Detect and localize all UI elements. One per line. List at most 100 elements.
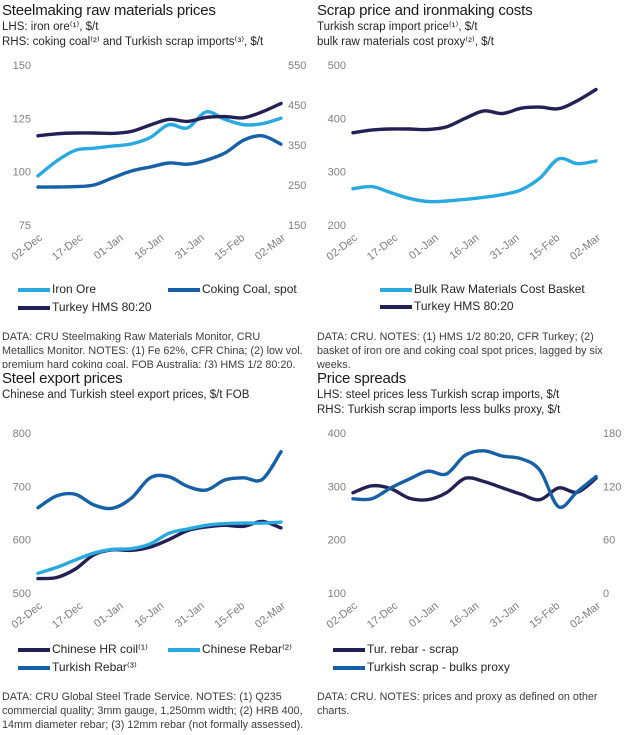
y-axis-tick-right: 60 bbox=[603, 535, 615, 547]
panel-steelmaking-raw-materials: Steelmaking raw materials prices LHS: ir… bbox=[0, 0, 315, 368]
series-line-turkish-scrap-bulks-proxy bbox=[351, 449, 598, 510]
chart-subtitle: Turkish scrap import price⁽¹⁾, $/t bulk … bbox=[317, 20, 623, 51]
y-axis-tick-right: 450 bbox=[288, 100, 306, 112]
series-line-chinese-rebar bbox=[36, 520, 283, 575]
legend-item: Turkish scrap - bulks proxy bbox=[333, 659, 510, 676]
series-line-iron-ore bbox=[36, 110, 283, 178]
subtitle-line-1: Turkish scrap import price⁽¹⁾, $/t bbox=[317, 21, 478, 33]
legend-item: Chinese HR coil⁽¹⁾ bbox=[18, 641, 168, 658]
chart-legend: Chinese HR coil⁽¹⁾ Chinese Rebar⁽²⁾ Turkis… bbox=[2, 623, 307, 681]
subtitle-line-rhs: RHS: Turkish scrap imports less bulks pr… bbox=[317, 404, 561, 416]
legend-swatch bbox=[18, 647, 50, 652]
series-line-turkish-rebar bbox=[36, 450, 283, 511]
y-axis-tick-left: 600 bbox=[13, 535, 31, 547]
panel-price-spreads: Price spreads LHS: steel prices less Tur… bbox=[315, 368, 631, 735]
subtitle-line-2: bulk raw materials cost proxy⁽²⁾, $/t bbox=[317, 36, 494, 48]
subtitle-line-1: Chinese and Turkish steel export prices,… bbox=[2, 389, 250, 401]
y-axis-tick-right: 0 bbox=[603, 588, 609, 600]
line-chart: 800 700 600 500 02-Dec 17-Dec 01-Jan 16-Jan 31-J… bbox=[2, 421, 307, 631]
y-axis-tick-left: 300 bbox=[328, 481, 346, 493]
legend-label: Turkey HMS 80:20 bbox=[414, 299, 514, 313]
subtitle-line-rhs: RHS: coking coal⁽²⁾ and Turkish scrap im… bbox=[2, 36, 264, 48]
legend-item: Turkey HMS 80:20 bbox=[18, 299, 168, 316]
y-axis-tick-left: 100 bbox=[328, 588, 346, 600]
panel-scrap-ironmaking-costs: Scrap price and ironmaking costs Turkish… bbox=[315, 0, 631, 368]
line-chart: 400 300 200 100 180 120 60 0 02-Dec 17-Dec 01-Jan 1… bbox=[317, 421, 623, 631]
y-axis-tick-left: 300 bbox=[328, 167, 346, 179]
legend-label: Turkish Rebar⁽³⁾ bbox=[52, 660, 137, 674]
y-axis-tick-left: 500 bbox=[328, 60, 346, 72]
legend-label: Bulk Raw Materials Cost Basket bbox=[414, 282, 585, 296]
y-axis-tick-left: 700 bbox=[13, 481, 31, 493]
legend-label: Iron Ore bbox=[52, 282, 97, 296]
y-axis-tick-right: 550 bbox=[288, 60, 306, 72]
y-axis-tick-right: 120 bbox=[603, 481, 621, 493]
legend-swatch bbox=[168, 287, 200, 292]
chart-subtitle: LHS: steel prices less Turkish scrap imp… bbox=[317, 388, 623, 419]
line-chart: 500 400 300 200 02-Dec 17-Dec 01-Jan 16-Jan 31-J… bbox=[317, 53, 623, 263]
y-axis-tick-right: 350 bbox=[288, 140, 306, 152]
series-line-turkey-hms-80-20 bbox=[36, 101, 283, 138]
chart-legend: Bulk Raw Materials Cost Basket Turkey HMS… bbox=[317, 255, 623, 321]
y-axis-tick-right: 250 bbox=[288, 180, 306, 192]
legend-swatch bbox=[333, 665, 365, 670]
legend-swatch bbox=[18, 665, 50, 670]
legend-label: Chinese HR coil⁽¹⁾ bbox=[52, 642, 148, 656]
legend-swatch bbox=[18, 287, 50, 292]
legend-swatch bbox=[333, 647, 365, 652]
series-line-bulk-raw-materials-cost-basket bbox=[351, 156, 598, 204]
series-line-turkey-hms-80-20 bbox=[351, 87, 598, 135]
y-axis-tick-left: 75 bbox=[19, 220, 31, 232]
legend-swatch bbox=[380, 304, 412, 309]
legend-item: Tur. rebar - scrap bbox=[333, 641, 483, 658]
line-chart: 150 125 100 75 550 450 350 250 150 02-Dec 17-Dec 01… bbox=[2, 53, 307, 263]
series-line-coking-coal-spot bbox=[36, 133, 283, 189]
legend-item: Bulk Raw Materials Cost Basket bbox=[380, 281, 623, 298]
y-axis-tick-left: 400 bbox=[328, 113, 346, 125]
y-axis-tick-left: 150 bbox=[13, 60, 31, 72]
chart-notes: DATA: CRU. NOTES: prices and proxy as de… bbox=[317, 691, 598, 717]
y-axis-tick-left: 100 bbox=[13, 167, 31, 179]
chart-notes: DATA: CRU Steelmaking Raw Materials Moni… bbox=[2, 331, 303, 368]
y-axis-tick-left: 200 bbox=[328, 220, 346, 232]
chart-notes: DATA: CRU. NOTES: (1) HMS 1/2 80:20, CFR… bbox=[317, 331, 603, 368]
y-axis-tick-left: 800 bbox=[13, 428, 31, 440]
y-axis-tick-left: 125 bbox=[13, 113, 31, 125]
subtitle-line-lhs: LHS: iron ore⁽¹⁾, $/t bbox=[2, 21, 99, 33]
legend-swatch bbox=[168, 647, 200, 652]
legend-item: Iron Ore bbox=[18, 281, 168, 298]
legend-label: Turkey HMS 80:20 bbox=[52, 300, 152, 314]
chart-title: Scrap price and ironmaking costs bbox=[317, 2, 533, 19]
chart-legend: Tur. rebar - scrap Turkish scrap - bulks … bbox=[317, 623, 623, 681]
chart-title: Price spreads bbox=[317, 370, 407, 387]
y-axis-tick-left: 400 bbox=[328, 428, 346, 440]
legend-label: Turkish scrap - bulks proxy bbox=[367, 660, 510, 674]
chart-subtitle: Chinese and Turkish steel export prices,… bbox=[2, 388, 307, 419]
y-axis-tick-left: 200 bbox=[328, 535, 346, 547]
legend-label: Coking Coal, spot bbox=[202, 282, 297, 296]
y-axis-tick-right: 150 bbox=[288, 220, 306, 232]
chart-title: Steel export prices bbox=[2, 370, 123, 387]
chart-notes: DATA: CRU Global Steel Trade Service. NO… bbox=[2, 691, 304, 731]
chart-legend: Iron Ore Coking Coal, spot Turkey HMS 80:2… bbox=[2, 255, 307, 321]
legend-label: Chinese Rebar⁽²⁾ bbox=[202, 642, 292, 656]
legend-item: Turkey HMS 80:20 bbox=[380, 298, 623, 315]
panel-steel-export-prices: Steel export prices Chinese and Turkish … bbox=[0, 368, 315, 735]
chart-subtitle: LHS: iron ore⁽¹⁾, $/t RHS: coking coal⁽²… bbox=[2, 20, 307, 51]
series-line-chinese-hr-coil bbox=[36, 519, 283, 581]
subtitle-line-lhs: LHS: steel prices less Turkish scrap imp… bbox=[317, 389, 560, 401]
y-axis-tick-left: 500 bbox=[13, 588, 31, 600]
legend-label: Tur. rebar - scrap bbox=[367, 642, 459, 656]
legend-item: Chinese Rebar⁽²⁾ bbox=[168, 641, 292, 658]
y-axis-tick-right: 180 bbox=[603, 428, 621, 440]
legend-item: Coking Coal, spot bbox=[168, 281, 297, 298]
legend-swatch bbox=[380, 287, 412, 292]
legend-item: Turkish Rebar⁽³⁾ bbox=[18, 659, 168, 676]
chart-title: Steelmaking raw materials prices bbox=[2, 2, 216, 19]
legend-swatch bbox=[18, 305, 50, 310]
